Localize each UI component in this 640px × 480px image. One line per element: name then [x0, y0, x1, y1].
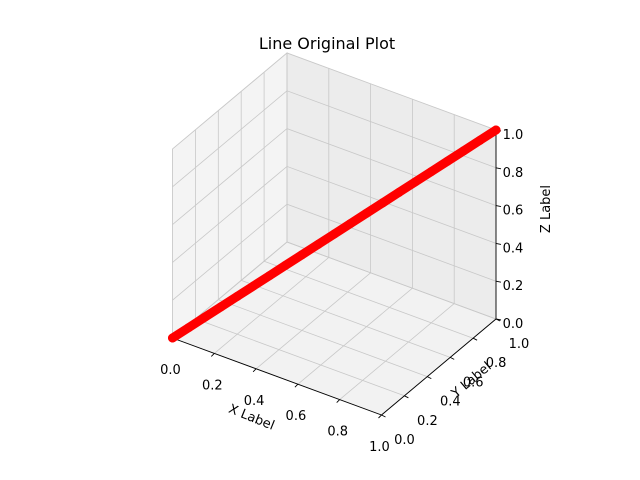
x-tick-label: 0.6: [286, 409, 307, 424]
data-point: [184, 323, 194, 333]
data-point: [297, 250, 307, 260]
x-tick-label: 0.2: [202, 378, 223, 393]
data-point: [329, 229, 339, 239]
data-point: [491, 125, 501, 135]
data-point: [410, 177, 420, 187]
data-point: [378, 198, 388, 208]
plot-series: [168, 125, 501, 343]
x-tick-mark: [210, 353, 215, 357]
x-tick-mark: [252, 368, 257, 373]
y-tick-mark: [427, 376, 432, 380]
y-tick-mark: [381, 414, 386, 418]
y-axis-line: [381, 318, 497, 416]
data-point: [200, 312, 210, 322]
x-tick-label: 1.0: [369, 440, 390, 455]
z-gridline: [172, 52, 497, 150]
data-point: [168, 333, 177, 343]
y-gridline: [286, 53, 497, 320]
z-tick-mark: [495, 167, 502, 170]
data-point: [248, 281, 258, 291]
data-point: [362, 208, 372, 218]
data-point: [475, 135, 485, 145]
data-point: [232, 291, 242, 301]
y-tick-label: 0.4: [440, 395, 461, 410]
y-tick-label: 0.6: [463, 375, 484, 390]
data-point: [394, 187, 404, 197]
x-axis-line: [172, 337, 382, 416]
chart-title: Line Original Plot: [259, 34, 395, 53]
z-tick-label: 1.0: [503, 128, 524, 143]
y-gridline: [240, 91, 451, 358]
data-point: [313, 239, 323, 249]
y-tick-label: 1.0: [509, 337, 530, 352]
z-tick-mark: [495, 280, 502, 283]
x-tick-mark: [336, 399, 341, 403]
x-tick-mark: [294, 383, 299, 388]
data-point: [426, 167, 436, 177]
z-tick-label: 0.2: [503, 279, 524, 294]
x-tick-mark: [378, 414, 382, 419]
y-gridline: [263, 72, 474, 339]
data-point: [216, 302, 226, 312]
y-tick-mark: [449, 356, 455, 360]
y-tick-label: 0.0: [394, 433, 415, 448]
data-point: [443, 156, 452, 166]
z-tick-mark: [495, 205, 502, 208]
axes-lines: [172, 130, 497, 416]
z-tick-label: 0.0: [503, 317, 524, 332]
z-axis-label: Z Label: [539, 185, 554, 233]
z-tick-mark: [495, 242, 502, 245]
y-tick-mark: [472, 337, 478, 341]
x-tick-label: 0.0: [160, 363, 181, 378]
z-tick-label: 0.4: [503, 241, 524, 256]
z-tick-mark: [495, 318, 502, 321]
z-tick-label: 0.6: [503, 204, 524, 219]
data-point: [265, 271, 275, 281]
y-tick-label: 0.2: [417, 414, 438, 429]
y-tick-mark: [404, 395, 409, 399]
x-tick-label: 0.8: [327, 425, 348, 440]
z-tick-label: 0.8: [503, 166, 524, 181]
x-tick-label: 0.4: [244, 394, 265, 409]
y-tick-label: 0.8: [486, 356, 507, 371]
data-point: [459, 146, 469, 156]
data-point: [281, 260, 291, 270]
data-point: [345, 219, 355, 229]
axes-ticks: 0.00.20.40.60.81.0 0.00.20.40.60.81.00.00…: [160, 128, 529, 455]
y-gridline: [217, 110, 428, 377]
